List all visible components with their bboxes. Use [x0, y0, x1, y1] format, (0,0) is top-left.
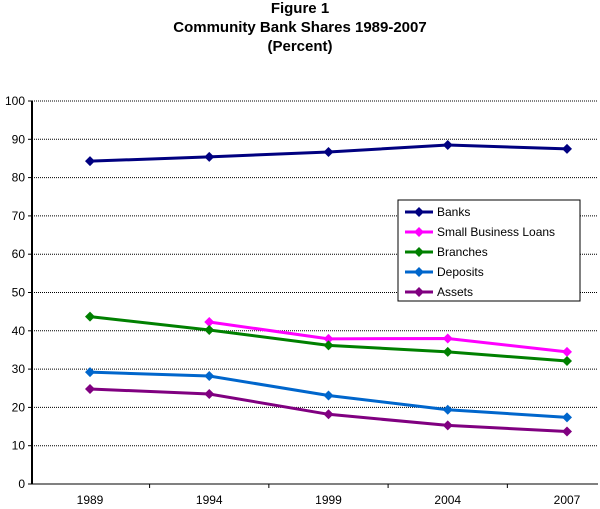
data-point: [204, 316, 215, 327]
data-point: [562, 356, 572, 367]
data-point: [204, 388, 215, 399]
y-tick-label: 20: [12, 400, 26, 414]
y-tick-label: 70: [12, 209, 26, 223]
legend-marker: [414, 227, 424, 237]
data-point: [442, 420, 453, 431]
data-point: [562, 143, 572, 154]
data-point: [562, 346, 572, 357]
data-point: [85, 367, 95, 378]
x-tick-label: 1989: [77, 493, 104, 507]
x-tick-label: 1999: [315, 493, 342, 507]
x-tick-label: 2004: [434, 493, 461, 507]
data-point: [562, 426, 572, 437]
data-point: [442, 404, 453, 415]
data-point: [204, 325, 215, 336]
data-point: [323, 340, 334, 351]
y-tick-label: 30: [12, 362, 26, 376]
legend-marker: [414, 267, 424, 277]
legend-label: Banks: [437, 205, 470, 219]
y-tick-label: 40: [12, 324, 26, 338]
chart-title-line-3: (Percent): [267, 38, 333, 55]
series-line-small-business-loans: [209, 320, 568, 354]
chart-title-line-2: Community Bank Shares 1989-2007: [173, 19, 427, 36]
legend-marker: [414, 247, 424, 257]
legend-marker: [414, 207, 424, 217]
legend-label: Small Business Loans: [437, 225, 555, 239]
legend-label: Branches: [437, 245, 488, 259]
data-point: [204, 370, 215, 381]
y-tick-label: 100: [5, 94, 25, 108]
data-point: [323, 146, 334, 157]
data-point: [204, 151, 215, 162]
data-point: [85, 311, 95, 322]
data-point: [442, 333, 453, 344]
data-point: [562, 412, 572, 423]
x-tick-label: 1994: [196, 493, 223, 507]
legend-label: Assets: [437, 285, 473, 299]
y-tick-label: 90: [12, 132, 26, 146]
y-tick-label: 0: [18, 477, 25, 491]
data-point: [85, 384, 95, 395]
data-point: [323, 409, 334, 420]
legend-marker: [414, 287, 424, 297]
data-point: [85, 156, 95, 167]
x-tick-label: 2007: [554, 493, 581, 507]
y-tick-label: 60: [12, 247, 26, 261]
data-point: [323, 390, 334, 401]
y-tick-label: 50: [12, 286, 26, 300]
chart-title-line-1: Figure 1: [270, 0, 330, 17]
legend-label: Deposits: [437, 265, 484, 279]
data-point: [442, 140, 453, 151]
y-tick-label: 80: [12, 171, 26, 185]
y-tick-label: 10: [12, 439, 26, 453]
data-point: [323, 333, 334, 344]
data-point: [442, 346, 453, 357]
